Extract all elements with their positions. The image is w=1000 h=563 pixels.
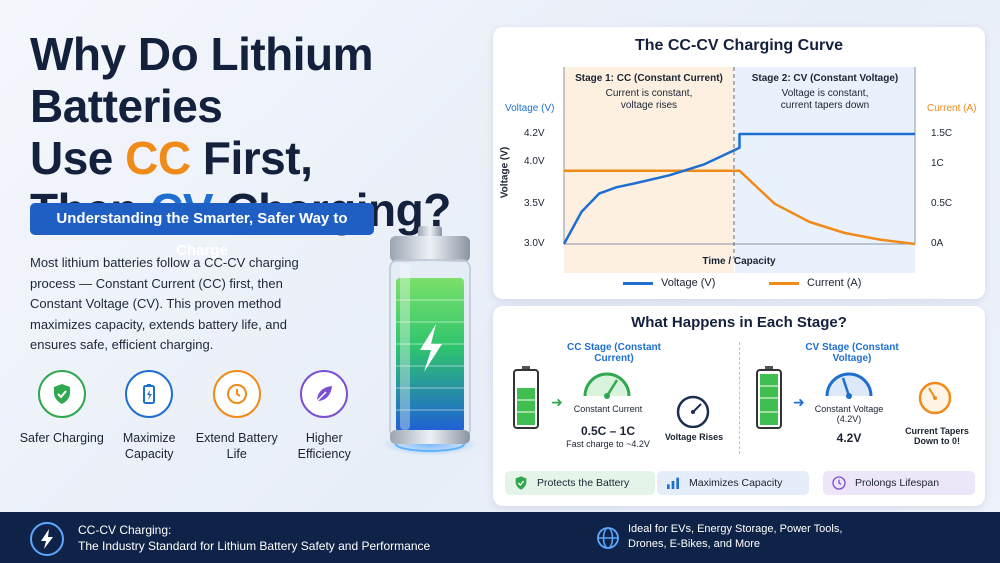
chart-panel: The CC-CV Charging Curve Stage 1: CC (Co… <box>493 27 985 299</box>
charging-curve-plot <box>562 67 916 259</box>
stage2-region <box>735 67 915 273</box>
benefit-maximize-capacity: Maximize Capacity <box>106 370 194 462</box>
benefit-safer-charging: Safer Charging <box>18 370 106 462</box>
footer-line-1: CC-CV Charging: <box>78 523 172 537</box>
footer-right-line-2: Drones, E-Bikes, and More <box>628 538 761 550</box>
tag-protects-battery: Protects the Battery <box>505 471 655 495</box>
arrow-right-icon: ➜ <box>793 394 805 410</box>
stage-divider <box>739 342 741 454</box>
benefit-higher-efficiency: Higher Efficiency <box>281 370 369 462</box>
legend-current-swatch <box>769 281 799 285</box>
legend-current: Current (A) <box>769 277 861 289</box>
battery-full-icon <box>756 366 782 435</box>
legend-voltage-label: Voltage (V) <box>661 277 716 289</box>
right-tick: 0.5C <box>931 198 953 209</box>
stage1-label: Stage 1: CC (Constant Current) Current i… <box>564 73 734 112</box>
title-line-1: Why Do Lithium Batteries <box>30 28 374 132</box>
gauge-voltage-icon <box>673 392 713 433</box>
benefit-extend-battery-life: Extend Battery Life <box>193 370 281 462</box>
benefit-label: Higher Efficiency <box>297 431 351 461</box>
title-line-2-suffix: First, <box>190 132 313 184</box>
benefit-label: Safer Charging <box>19 431 104 445</box>
cv-value: 4.2V <box>836 431 862 445</box>
right-tick: 1C <box>931 158 944 169</box>
shield-check-icon <box>515 476 527 490</box>
clock-icon <box>212 370 261 418</box>
stage2-title: Stage 2: CV (Constant Voltage) <box>751 73 899 84</box>
left-tick: 4.2V <box>524 128 545 139</box>
battery-illustration <box>380 220 480 460</box>
left-tick: 3.5V <box>524 198 545 209</box>
gauge-current-icon <box>915 376 955 421</box>
footer-bar: CC-CV Charging: The Industry Standard fo… <box>0 512 1000 563</box>
left-tick: 4.0V <box>524 156 545 167</box>
legend-current-label: Current (A) <box>807 277 862 289</box>
cc-value: 0.5C – 1C <box>580 424 636 438</box>
intro-paragraph: Most lithium batteries follow a CC-CV ch… <box>30 255 299 352</box>
current-series-line <box>564 169 916 246</box>
lightning-icon <box>30 522 64 556</box>
bar-chart-icon <box>667 477 679 489</box>
cc-note: Fast charge to ~4.2V <box>566 439 650 449</box>
battery-icon <box>125 370 174 418</box>
cv-stage-label: CV Stage (Constant Voltage) <box>805 342 899 364</box>
chart-title: The CC-CV Charging Curve <box>634 37 843 54</box>
footer-left-text: CC-CV Charging: The Industry Standard fo… <box>78 522 430 554</box>
right-tick: 0A <box>931 238 944 249</box>
clock-icon <box>832 476 846 490</box>
left-axis-header: Voltage (V) <box>505 103 555 114</box>
right-tick: 1.5C <box>931 128 953 139</box>
tag-maximizes-capacity: Maximizes Capacity <box>657 471 809 495</box>
voltage-series-line <box>562 132 915 245</box>
title-line-2-prefix: Use <box>30 132 126 184</box>
lightning-bolt-icon <box>420 324 442 372</box>
stage1-desc: Current is constant, voltage rises <box>605 88 693 111</box>
title-highlight-cc: CC <box>125 132 191 184</box>
tag-prolongs-lifespan: Prolongs Lifespan <box>823 471 975 495</box>
speedometer-icon <box>823 364 875 405</box>
speedometer-icon <box>581 364 633 405</box>
arrow-right-icon: ➜ <box>551 394 563 410</box>
shield-check-icon <box>37 370 86 418</box>
tag-label: Protects the Battery <box>537 477 630 489</box>
stages-title: What Happens in Each Stage? <box>631 314 847 331</box>
cc-stage-label: CC Stage (Constant Current) <box>567 342 661 364</box>
stage1-title: Stage 1: CC (Constant Current) <box>575 73 723 84</box>
stages-panel: What Happens in Each Stage? CC Stage (Co… <box>493 306 985 506</box>
footer-right-text: Ideal for EVs, Energy Storage, Power Too… <box>628 522 842 552</box>
subtitle-banner: Understanding the Smarter, Safer Way to … <box>30 203 374 259</box>
globe-icon <box>596 526 620 550</box>
tag-label: Maximizes Capacity <box>689 477 783 489</box>
cv-current-tapers: Current Tapers Down to 0! <box>905 426 969 446</box>
stage2-desc: Voltage is constant, current tapers down <box>780 88 870 111</box>
cc-gauge-label: Constant Current <box>573 404 643 414</box>
footer-line-2: The Industry Standard for Lithium Batter… <box>78 539 431 553</box>
footer-right-line-1: Ideal for EVs, Energy Storage, Power Too… <box>628 523 843 535</box>
cv-gauge-label: Constant Voltage (4.2V) <box>814 404 884 424</box>
benefits-row: Safer Charging Maximize Capacity Extend … <box>18 370 368 462</box>
tag-label: Prolongs Lifespan <box>855 477 940 489</box>
right-axis-header: Current (A) <box>927 103 977 114</box>
legend-voltage: Voltage (V) <box>623 277 715 289</box>
x-axis-label: Time / Capacity <box>702 256 776 267</box>
battery-low-icon <box>513 366 539 435</box>
leaf-icon <box>300 370 349 418</box>
benefit-label: Maximize Capacity <box>122 431 176 461</box>
stage2-label: Stage 2: CV (Constant Voltage) Voltage i… <box>735 73 915 112</box>
left-tick: 3.0V <box>524 238 545 249</box>
benefit-label: Extend Battery Life <box>195 431 278 461</box>
legend-voltage-swatch <box>623 281 653 285</box>
cc-voltage-rises: Voltage Rises <box>664 432 724 442</box>
